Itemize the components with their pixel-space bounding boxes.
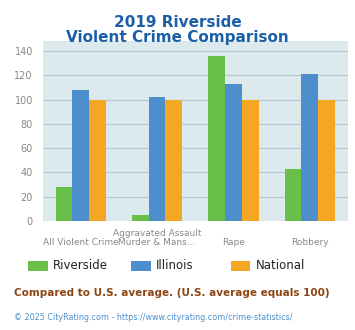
Bar: [149, 97, 165, 221]
Text: Murder & Mans...: Murder & Mans...: [119, 238, 196, 247]
Bar: [165, 100, 182, 221]
Text: Robbery: Robbery: [291, 238, 328, 247]
Text: Aggravated Assault: Aggravated Assault: [113, 229, 201, 238]
Bar: [285, 169, 301, 221]
Text: © 2025 CityRating.com - https://www.cityrating.com/crime-statistics/: © 2025 CityRating.com - https://www.city…: [14, 313, 293, 322]
Text: National: National: [256, 259, 305, 272]
Bar: [132, 215, 149, 221]
Bar: [318, 100, 335, 221]
Text: Illinois: Illinois: [156, 259, 194, 272]
Bar: [301, 74, 318, 221]
Bar: [56, 187, 72, 221]
Bar: [208, 56, 225, 221]
Bar: [89, 100, 106, 221]
Text: Riverside: Riverside: [53, 259, 108, 272]
Text: Violent Crime Comparison: Violent Crime Comparison: [66, 30, 289, 45]
Text: Compared to U.S. average. (U.S. average equals 100): Compared to U.S. average. (U.S. average …: [14, 288, 330, 298]
Text: 2019 Riverside: 2019 Riverside: [114, 15, 241, 30]
Bar: [225, 84, 242, 221]
Text: Rape: Rape: [222, 238, 245, 247]
Bar: [242, 100, 258, 221]
Text: All Violent Crime: All Violent Crime: [43, 238, 119, 247]
Bar: [72, 90, 89, 221]
